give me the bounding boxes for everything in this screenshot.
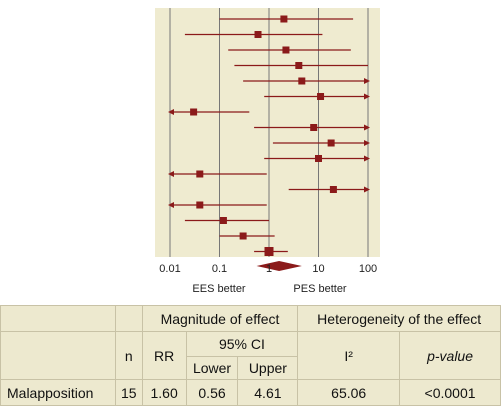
row-label: Malapposition bbox=[0, 379, 116, 406]
x-tick-label: 0.1 bbox=[211, 263, 228, 275]
ci-arrow-right bbox=[364, 140, 370, 146]
heterogeneity-header: Heterogeneity of the effect bbox=[297, 305, 501, 332]
x-tick-label: 0.01 bbox=[159, 263, 181, 275]
ci-arrow-right bbox=[364, 93, 370, 100]
forest-plot-area: 0.01 0.1 1 10 100 EES better PES better bbox=[0, 0, 502, 305]
header-blank-cell bbox=[0, 305, 116, 332]
point-estimate bbox=[219, 217, 227, 224]
lower-header: Lower bbox=[185, 356, 239, 380]
i2-header: I² bbox=[297, 331, 401, 380]
ci-arrow-right bbox=[364, 124, 370, 131]
point-estimate bbox=[239, 232, 247, 240]
pvalue-header: p-value bbox=[399, 331, 501, 380]
table-header-row-1: Magnitude of effect Heterogeneity of the… bbox=[0, 305, 501, 332]
point-estimate bbox=[315, 155, 322, 162]
x-tick-label: 10 bbox=[312, 263, 325, 275]
table-header-row-2: n RR 95% CI I² p-value bbox=[0, 331, 501, 380]
ci-arrow-left bbox=[168, 109, 174, 115]
point-estimate bbox=[190, 108, 198, 116]
point-estimate bbox=[254, 31, 262, 38]
point-estimate bbox=[298, 77, 306, 85]
lower-value: 0.56 bbox=[185, 379, 239, 406]
ci-arrow-right bbox=[364, 186, 370, 193]
ci-arrow-left bbox=[168, 202, 174, 208]
ci-arrow-left bbox=[168, 171, 174, 177]
n-header: n bbox=[114, 331, 143, 380]
statistics-table: Magnitude of effect Heterogeneity of the… bbox=[0, 305, 501, 406]
forest-plot bbox=[155, 8, 380, 271]
x-tick-label: 1 bbox=[265, 263, 273, 275]
ci-arrow-right bbox=[364, 155, 370, 162]
point-estimate bbox=[196, 170, 204, 178]
pvalue-value: <0.0001 bbox=[399, 379, 501, 406]
ci-arrow-right bbox=[364, 78, 370, 84]
rr-header: RR bbox=[141, 331, 187, 380]
point-estimate bbox=[282, 46, 290, 54]
point-estimate bbox=[196, 201, 204, 209]
point-estimate bbox=[327, 139, 335, 147]
i2-value: 65.06 bbox=[297, 379, 401, 406]
point-estimate bbox=[264, 247, 274, 256]
x-tick-label: 100 bbox=[358, 263, 378, 275]
point-estimate bbox=[317, 93, 325, 100]
plot-background bbox=[155, 8, 380, 257]
table-row: Malapposition 15 1.60 0.56 4.61 65.06 <0… bbox=[0, 379, 501, 406]
point-estimate bbox=[280, 15, 288, 23]
upper-value: 4.61 bbox=[237, 379, 299, 406]
pes-better-label: PES better bbox=[293, 283, 347, 295]
point-estimate bbox=[295, 62, 303, 69]
point-estimate bbox=[329, 186, 337, 193]
point-estimate bbox=[310, 124, 318, 131]
pooled-diamond bbox=[256, 261, 302, 271]
statistics-table-container: Magnitude of effect Heterogeneity of the… bbox=[0, 305, 502, 407]
ci-header: 95% CI bbox=[185, 331, 299, 357]
header-blank-cell bbox=[114, 305, 143, 332]
magnitude-header: Magnitude of effect bbox=[141, 305, 299, 332]
ees-better-label: EES better bbox=[192, 283, 246, 295]
n-value: 15 bbox=[114, 379, 143, 406]
upper-header: Upper bbox=[237, 356, 299, 380]
header-blank-cell bbox=[0, 331, 116, 380]
rr-value: 1.60 bbox=[141, 379, 187, 406]
